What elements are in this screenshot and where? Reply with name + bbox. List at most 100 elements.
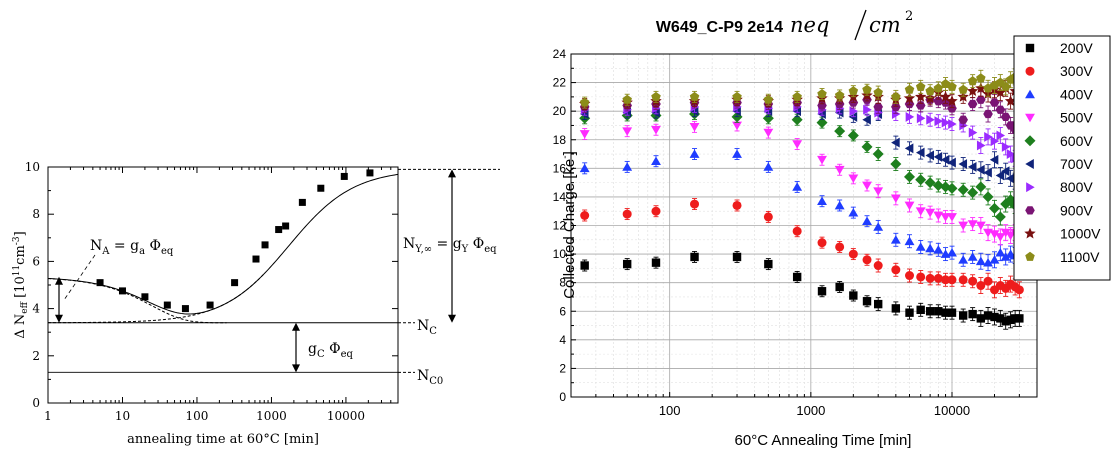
right-y-tick-label: 2 bbox=[559, 361, 566, 375]
data-point-400V bbox=[933, 245, 944, 254]
data-point-500V bbox=[940, 213, 951, 222]
legend-entry-600V: 600V bbox=[1024, 133, 1093, 149]
data-point-700V bbox=[1000, 166, 1010, 177]
data-point-700V bbox=[891, 137, 900, 148]
data-point-500V bbox=[622, 127, 633, 136]
left-curve-layer bbox=[47, 168, 500, 373]
na-label-eq: = g bbox=[109, 238, 139, 254]
data-point-300V bbox=[947, 275, 957, 285]
ny-arrow-head-down bbox=[448, 314, 456, 323]
data-point-500V bbox=[651, 125, 661, 135]
left-data-point bbox=[282, 222, 290, 230]
data-point-900V bbox=[947, 104, 957, 113]
data-point-600V bbox=[847, 129, 859, 141]
na-label-tail: Φ bbox=[145, 238, 161, 254]
na-arrow-head-down bbox=[55, 314, 63, 323]
data-point-1000V bbox=[975, 82, 987, 94]
gc-label-tail: Φ bbox=[325, 341, 341, 357]
title-unit-exp: 2 bbox=[905, 9, 913, 24]
data-point-300V bbox=[835, 242, 845, 252]
data-point-500V bbox=[1000, 228, 1011, 238]
legend-marker-500V bbox=[1025, 113, 1035, 123]
left-x-tick-label: 10000 bbox=[327, 409, 365, 423]
data-point-300V bbox=[983, 276, 993, 286]
data-point-500V bbox=[958, 221, 969, 231]
ny-label-sub: Y,∞ bbox=[414, 244, 432, 255]
right-y-tick-label: 16 bbox=[553, 161, 567, 175]
data-point-1100V bbox=[933, 83, 944, 93]
legend-label-200V: 200V bbox=[1060, 40, 1093, 56]
legend-marker-300V bbox=[1025, 66, 1035, 76]
data-point-1000V bbox=[946, 95, 958, 107]
data-point-200V bbox=[996, 314, 1005, 323]
data-point-300V bbox=[763, 212, 773, 222]
right-point-layer bbox=[578, 65, 1026, 330]
data-point-900V bbox=[967, 99, 978, 109]
data-point-1100V bbox=[579, 97, 590, 107]
total-fit-curve bbox=[47, 173, 399, 315]
data-point-500V bbox=[904, 201, 915, 211]
data-point-400V bbox=[915, 242, 926, 251]
data-point-600V bbox=[994, 211, 1006, 223]
data-point-500V bbox=[732, 121, 742, 131]
data-point-1000V bbox=[914, 90, 927, 102]
data-point-200V bbox=[732, 252, 742, 262]
legend-label-1100V: 1100V bbox=[1060, 249, 1100, 265]
legend-entry-1000V: 1000V bbox=[1024, 226, 1101, 242]
data-point-800V bbox=[996, 130, 1006, 141]
data-point-300V bbox=[916, 272, 926, 282]
data-point-400V bbox=[995, 247, 1006, 257]
data-point-1100V bbox=[967, 76, 978, 86]
gc-label-sub3: eq bbox=[341, 349, 354, 360]
data-point-300V bbox=[817, 238, 827, 248]
data-point-1100V bbox=[817, 89, 827, 99]
left-y-label-exp2: -3 bbox=[12, 236, 22, 245]
data-point-200V bbox=[934, 307, 943, 316]
title-unit-num: neq bbox=[790, 13, 829, 37]
data-point-600V bbox=[904, 171, 916, 183]
left-y-tick-label: 8 bbox=[32, 207, 40, 221]
right-y-label-superscript: - bbox=[560, 155, 571, 158]
left-y-label-cm: cm bbox=[13, 245, 28, 265]
right-y-tick-label: 4 bbox=[559, 333, 566, 347]
data-point-900V bbox=[1000, 112, 1011, 122]
data-point-200V bbox=[958, 311, 968, 320]
data-point-300V bbox=[1014, 285, 1024, 295]
data-point-300V bbox=[905, 271, 915, 281]
left-y-axis-label: Δ Neff [1011cm-3] bbox=[12, 231, 30, 338]
data-point-400V bbox=[1000, 252, 1011, 261]
legend-label-700V: 700V bbox=[1060, 156, 1093, 172]
title-unit-slash bbox=[854, 9, 867, 41]
legend-entry-700V: 700V bbox=[1025, 156, 1093, 172]
reverse-annealing-curve bbox=[48, 273, 265, 324]
data-point-300V bbox=[651, 206, 661, 216]
right-x-tick-label: 1000 bbox=[796, 403, 825, 418]
data-point-600V bbox=[872, 148, 884, 160]
na-label-sub2: a bbox=[139, 246, 145, 257]
data-point-400V bbox=[817, 196, 827, 206]
left-x-tick-label: 10 bbox=[115, 409, 130, 423]
right-y-tick-label: 10 bbox=[553, 247, 567, 261]
data-point-700V bbox=[983, 167, 992, 178]
data-point-600V bbox=[924, 177, 936, 189]
data-point-200V bbox=[916, 305, 925, 315]
data-point-1100V bbox=[763, 94, 774, 104]
na-annotation: NA = ga Φeq bbox=[63, 238, 174, 301]
left-data-point bbox=[340, 172, 348, 180]
data-point-300V bbox=[891, 265, 901, 275]
data-point-700V bbox=[989, 154, 999, 165]
data-point-700V bbox=[995, 170, 1005, 181]
data-point-900V bbox=[995, 105, 1006, 114]
legend-label-1000V: 1000V bbox=[1060, 226, 1101, 242]
data-point-400V bbox=[958, 255, 969, 264]
data-point-1000V bbox=[966, 85, 979, 97]
data-point-1100V bbox=[873, 87, 883, 97]
left-data-point bbox=[181, 305, 189, 313]
right-y-tick-label: 18 bbox=[553, 133, 567, 147]
data-point-900V bbox=[989, 98, 1000, 107]
data-point-400V bbox=[989, 255, 1000, 264]
right-y-tick-label: 6 bbox=[559, 304, 566, 318]
right-y-tick-label: 8 bbox=[559, 276, 566, 290]
